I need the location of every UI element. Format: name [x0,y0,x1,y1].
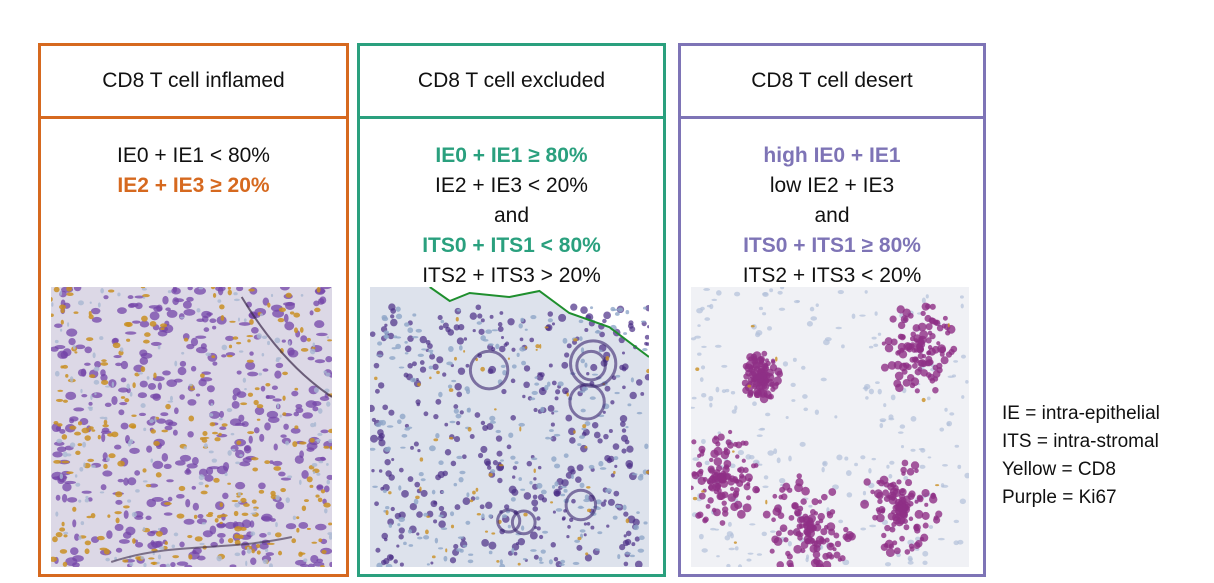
criteria-line-highlight: ITS0 + ITS1 ≥ 80% [743,234,921,257]
criteria-line-highlight: IE0 + IE1 ≥ 80% [435,144,588,167]
criteria-line-highlight: high IE0 + IE1 [763,144,901,167]
legend-item: ITS = intra-stromal [1002,431,1159,452]
criteria-line: IE0 + IE1 < 80% [117,144,270,167]
criteria-line: IE2 + IE3 < 20% [435,174,588,197]
legend: IE = intra-epithelial ITS = intra-stroma… [1002,400,1160,512]
criteria-conjunction: and [814,204,850,227]
legend-item: IE = intra-epithelial [1002,403,1160,424]
criteria-desert: high IE0 + IE1 low IE2 + IE3 and ITS0 + … [681,119,983,291]
criteria-conjunction: and [493,204,530,227]
panel-title-inflamed: CD8 T cell inflamed [41,46,346,119]
micrograph-desert [691,287,969,567]
criteria-line-highlight: IE2 + IE3 ≥ 20% [117,174,270,197]
criteria-line-highlight: ITS0 + ITS1 < 80% [422,234,601,257]
micrograph-inflamed [51,287,332,567]
legend-item: Yellow = CD8 [1002,459,1116,480]
panel-excluded: CD8 T cell excluded IE0 + IE1 ≥ 80% IE2 … [357,43,666,577]
criteria-line: ITS2 + ITS3 < 20% [742,264,922,287]
micrograph-excluded [370,287,649,567]
criteria-line: low IE2 + IE3 [769,174,895,197]
criteria-excluded: IE0 + IE1 ≥ 80% IE2 + IE3 < 20% and ITS0… [360,119,663,291]
criteria-line: ITS2 + ITS3 > 20% [422,264,601,287]
criteria-inflamed: IE0 + IE1 < 80% IE2 + IE3 ≥ 20% [41,119,346,201]
panel-title-excluded: CD8 T cell excluded [360,46,663,119]
panel-title-desert: CD8 T cell desert [681,46,983,119]
panel-desert: CD8 T cell desert high IE0 + IE1 low IE2… [678,43,986,577]
panel-inflamed: CD8 T cell inflamed IE0 + IE1 < 80% IE2 … [38,43,349,577]
legend-item: Purple = Ki67 [1002,487,1117,508]
